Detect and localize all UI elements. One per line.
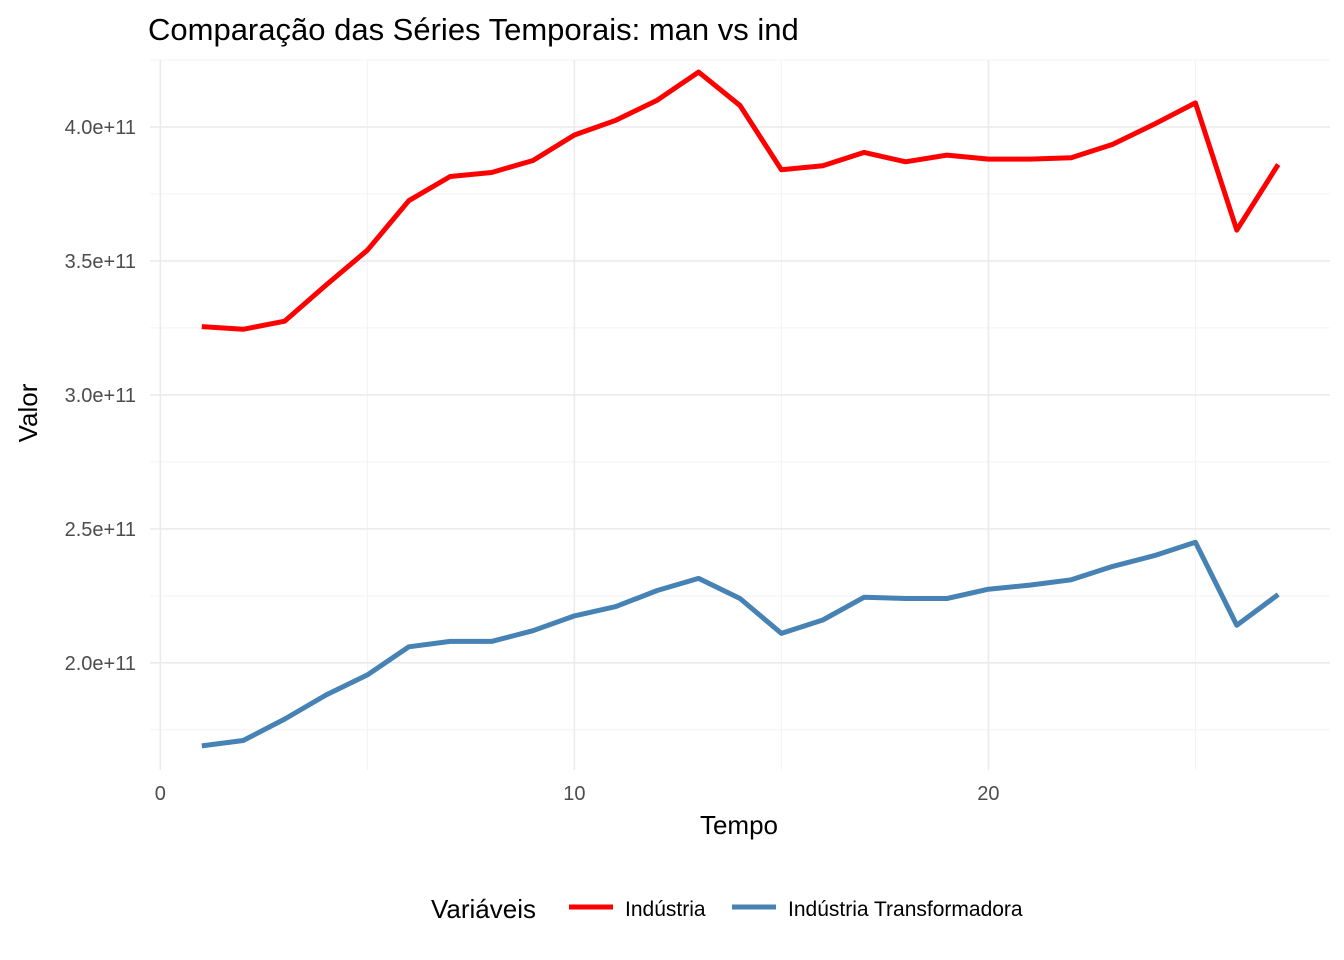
series-lines [201, 69, 1281, 749]
x-tick-label: 10 [563, 783, 585, 805]
x-axis-title: Tempo [700, 810, 778, 840]
y-tick-label: 4.0e+11 [65, 117, 136, 139]
y-tick-label: 2.0e+11 [65, 653, 136, 675]
legend: Variáveis Indústria Indústria Transformad… [431, 894, 1023, 924]
y-axis-ticks: 2.0e+11 2.5e+11 3.0e+11 3.5e+11 4.0e+11 [65, 117, 136, 675]
legend-title: Variáveis [431, 894, 536, 924]
chart-title: Comparação das Séries Temporais: man vs … [148, 12, 799, 47]
series-line-0 [201, 69, 1281, 332]
x-tick-label: 20 [977, 783, 999, 805]
y-tick-label: 3.0e+11 [65, 385, 136, 407]
grid [150, 59, 1330, 770]
x-tick-label: 0 [155, 783, 166, 805]
legend-label-1: Indústria Transformadora [788, 898, 1023, 921]
y-tick-label: 2.5e+11 [65, 519, 136, 541]
legend-label-0: Indústria [625, 898, 706, 921]
y-tick-label: 3.5e+11 [65, 251, 136, 273]
series-line-1 [201, 539, 1280, 749]
x-axis-ticks: 0 10 20 [155, 783, 1000, 805]
y-axis-title: Valor [13, 383, 43, 442]
